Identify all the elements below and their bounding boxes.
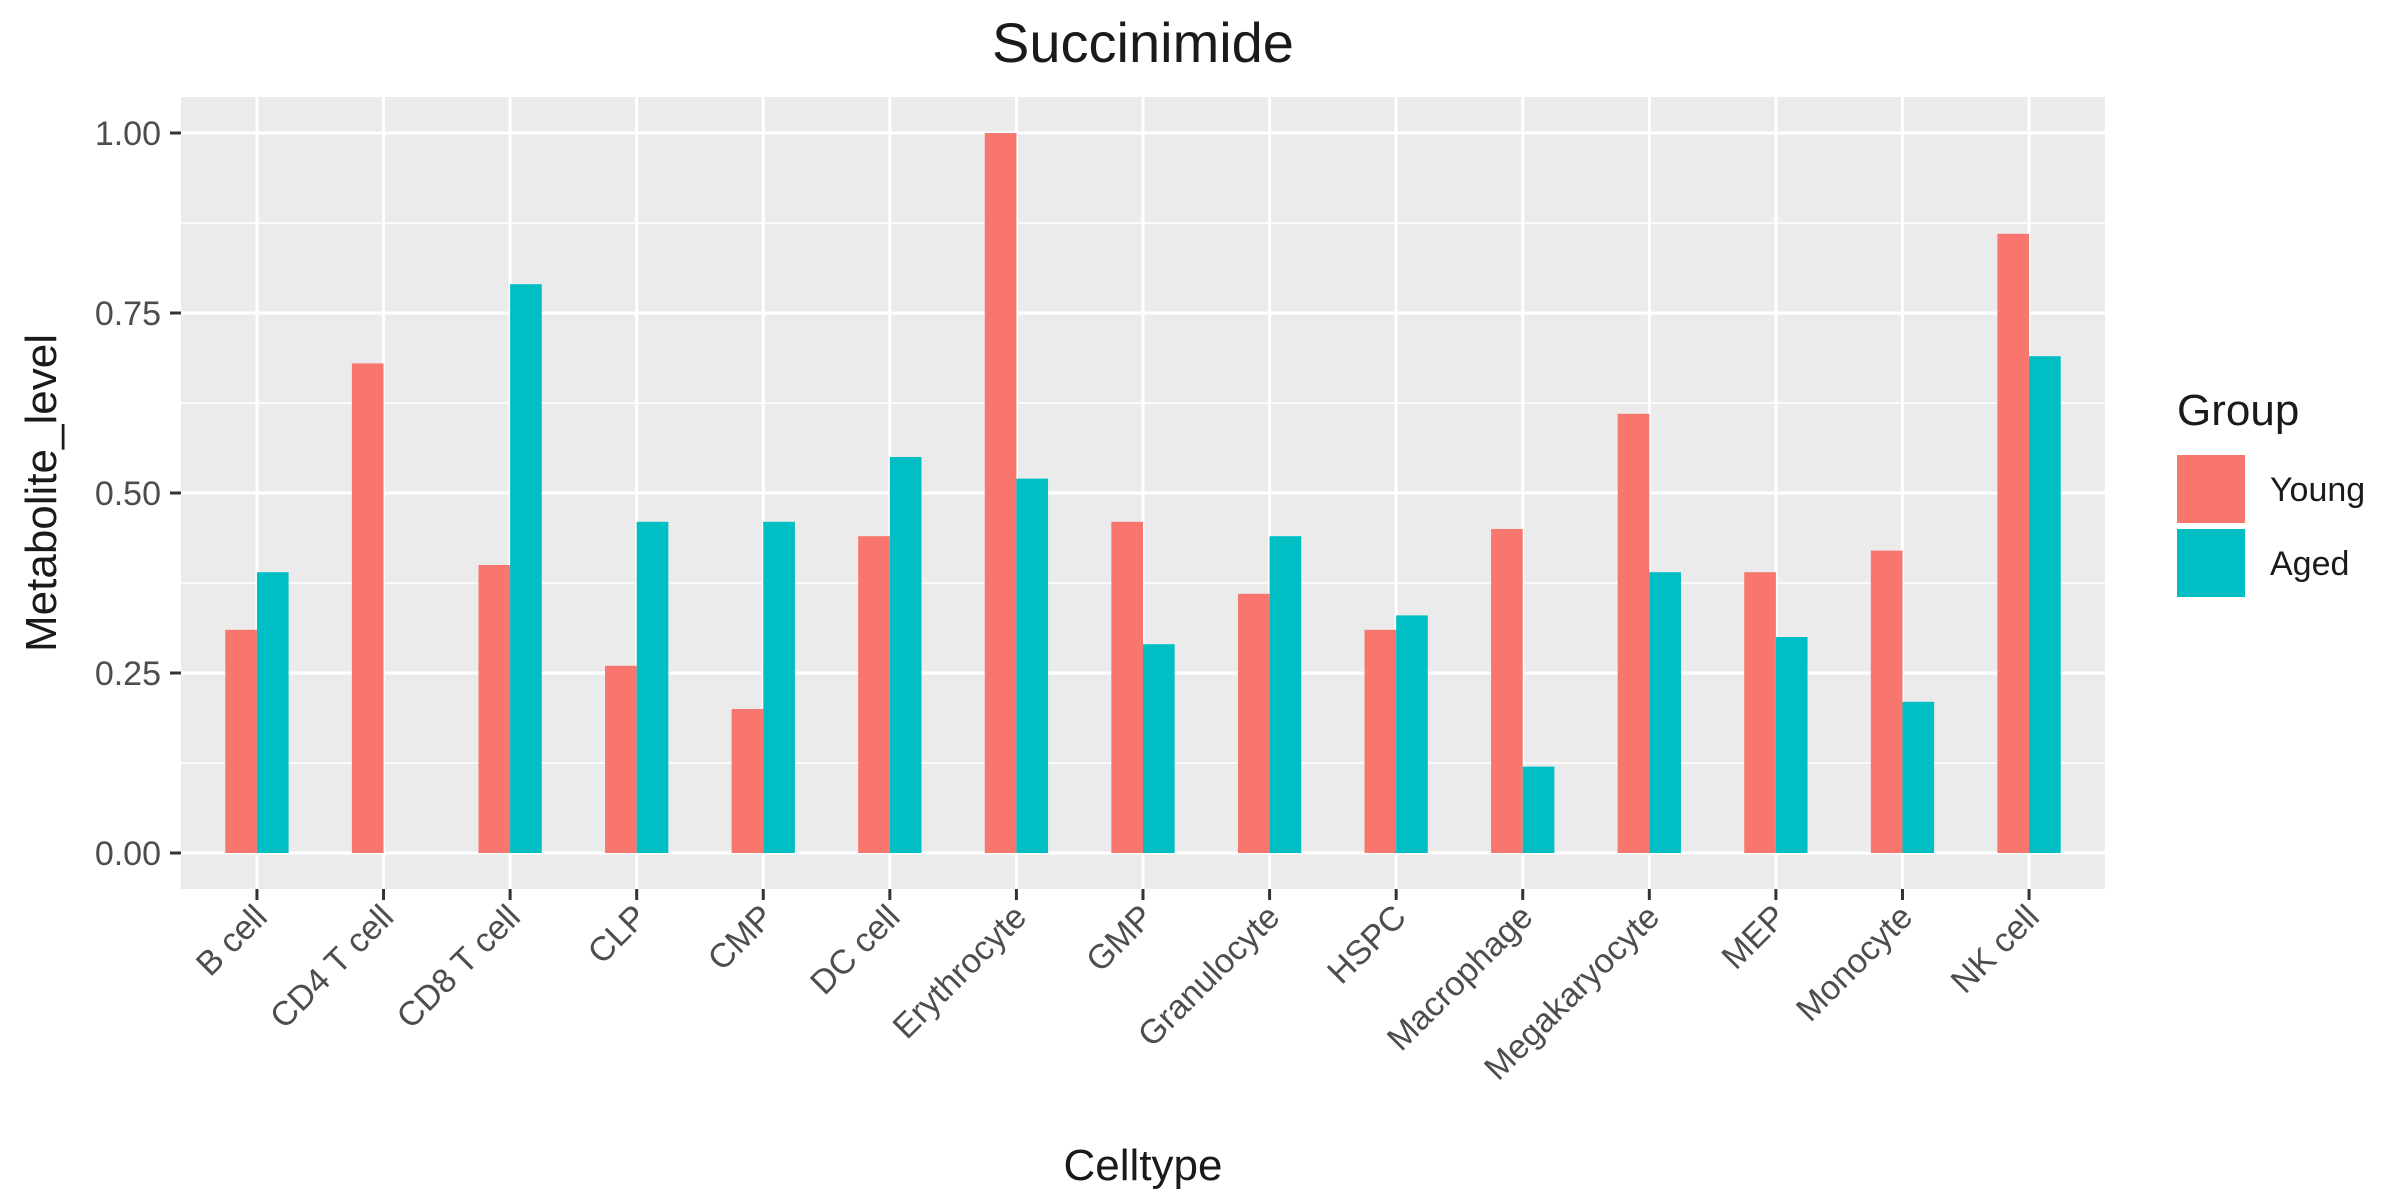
chart-title: Succinimide: [992, 11, 1294, 74]
y-tick-label: 0.75: [95, 295, 161, 333]
bar-aged: [256, 572, 289, 853]
bar-young: [605, 665, 637, 853]
x-axis-title: Celltype: [1064, 1141, 1223, 1190]
legend-label-aged: Aged: [2270, 545, 2349, 583]
bar-young: [1237, 593, 1270, 853]
legend: Group Young Aged: [2177, 386, 2365, 597]
y-tick-label: 0.00: [95, 835, 161, 873]
x-tick-label: DC cell: [803, 898, 907, 1002]
y-tick-label: 0.50: [95, 475, 161, 513]
bar-young: [225, 629, 257, 853]
bar-aged: [1016, 478, 1049, 853]
x-tick-label: CMP: [701, 898, 781, 978]
bar-young: [478, 565, 511, 853]
bar-young: [1491, 529, 1523, 853]
bar-aged: [510, 284, 542, 853]
y-tick-label: 1.00: [95, 115, 161, 153]
bar-aged: [2029, 356, 2061, 853]
bar-aged: [1143, 644, 1175, 853]
x-tick-label: MEP: [1715, 898, 1794, 977]
y-tick-label: 0.25: [95, 655, 161, 693]
x-tick-label: CD4 T cell: [263, 898, 401, 1036]
legend-key-young: [2177, 455, 2245, 523]
y-axis: 0.00 0.25 0.50 0.75 1.00: [95, 115, 181, 873]
bar-young: [1364, 629, 1397, 853]
bar-young: [1997, 233, 2030, 854]
bar-aged: [1269, 536, 1302, 853]
bar-young: [351, 363, 384, 853]
x-tick-label: B cell: [189, 898, 275, 984]
bar-aged: [1902, 701, 1935, 853]
x-tick-label: HSPC: [1320, 898, 1414, 992]
x-tick-label: CLP: [581, 898, 655, 972]
bar-young: [858, 536, 890, 853]
legend-key-aged: [2177, 529, 2245, 597]
y-axis-title: Metabolite_level: [17, 334, 66, 652]
bar-aged: [1396, 615, 1428, 853]
bar-young: [984, 133, 1017, 853]
bar-aged: [889, 457, 922, 853]
bar-young: [1617, 413, 1650, 853]
bar-aged: [636, 521, 669, 853]
legend-label-young: Young: [2270, 471, 2365, 509]
bar-aged: [763, 521, 795, 853]
x-tick-label: Erythrocyte: [886, 898, 1034, 1046]
bar-young: [1870, 550, 1903, 853]
x-tick-label: GMP: [1079, 898, 1161, 980]
legend-title: Group: [2177, 386, 2299, 435]
x-tick-label: Monocyte: [1789, 898, 1920, 1029]
bar-aged: [1522, 766, 1555, 853]
x-tick-label: NK cell: [1944, 898, 2047, 1001]
bar-young: [731, 709, 764, 853]
bar-young: [1744, 572, 1776, 853]
x-tick-label: CD8 T cell: [390, 898, 528, 1036]
bar-aged: [1775, 637, 1808, 853]
bars: [225, 133, 2061, 854]
bar-young: [1111, 521, 1143, 853]
bar-aged: [1649, 572, 1681, 853]
